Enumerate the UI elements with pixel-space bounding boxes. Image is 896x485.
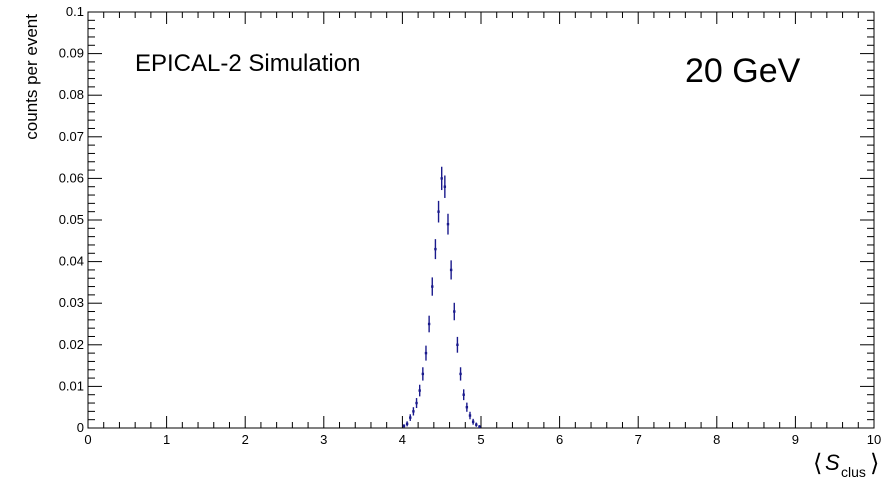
data-point <box>415 401 418 405</box>
data-point <box>465 406 469 409</box>
x-axis-label: S <box>825 450 840 475</box>
data-point <box>446 222 450 226</box>
data-point <box>462 393 465 396</box>
data-point <box>421 372 425 376</box>
data-point <box>405 422 409 426</box>
data-point <box>449 268 453 272</box>
x-tick-label: 3 <box>320 432 327 447</box>
data-points <box>402 166 481 428</box>
y-tick-label: 0.05 <box>59 212 84 227</box>
y-tick-label: 0.06 <box>59 170 84 185</box>
data-point <box>418 389 421 392</box>
x-tick-label: 7 <box>635 432 642 447</box>
data-point <box>431 285 434 288</box>
data-point <box>412 410 415 413</box>
y-axis-ticks: 0 0.01 0.02 0.03 0.04 0.05 0.06 0.07 0.08 0.09 0.1 <box>59 4 874 435</box>
data-point <box>440 177 443 180</box>
data-point <box>409 416 412 419</box>
x-tick-label: 8 <box>713 432 720 447</box>
x-tick-label: 0 <box>84 432 91 447</box>
data-point <box>424 351 428 355</box>
data-point <box>475 423 478 426</box>
y-tick-label: 0.07 <box>59 129 84 144</box>
x-tick-label: 5 <box>477 432 484 447</box>
x-tick-label: 1 <box>163 432 170 447</box>
simulation-annotation: EPICAL-2 Simulation <box>135 50 360 77</box>
x-tick-label: 6 <box>556 432 563 447</box>
energy-annotation: 20 GeV <box>685 52 801 90</box>
data-point <box>427 322 431 326</box>
x-axis-label-subscript: clus <box>841 464 866 480</box>
data-point <box>468 414 472 417</box>
x-tick-label: 4 <box>399 432 406 447</box>
data-point <box>478 425 481 428</box>
data-point <box>402 424 406 428</box>
data-point <box>453 310 456 313</box>
y-tick-label: 0 <box>77 420 84 435</box>
x-axis-ticks: 0 1 2 3 4 5 6 7 8 9 10 <box>84 12 881 447</box>
x-tick-label: 9 <box>792 432 799 447</box>
data-point <box>459 372 462 376</box>
x-tick-label: 2 <box>242 432 249 447</box>
x-axis-label-right-bracket: ⟩ <box>870 450 879 477</box>
y-tick-label: 0.08 <box>59 87 84 102</box>
data-point <box>434 247 437 251</box>
y-tick-label: 0.09 <box>59 46 84 61</box>
y-tick-label: 0.03 <box>59 295 84 310</box>
y-axis-label: counts per event <box>22 14 41 140</box>
x-tick-label: 10 <box>867 432 881 447</box>
y-tick-label: 0.02 <box>59 337 84 352</box>
data-point <box>437 210 440 213</box>
y-tick-label: 0.01 <box>59 378 84 393</box>
data-point <box>456 343 459 346</box>
data-point <box>471 420 475 423</box>
y-tick-label: 0.04 <box>59 254 84 269</box>
y-tick-label: 0.1 <box>66 4 84 19</box>
data-point <box>443 185 447 188</box>
x-axis-label-left-bracket: ⟨ <box>813 450 822 477</box>
